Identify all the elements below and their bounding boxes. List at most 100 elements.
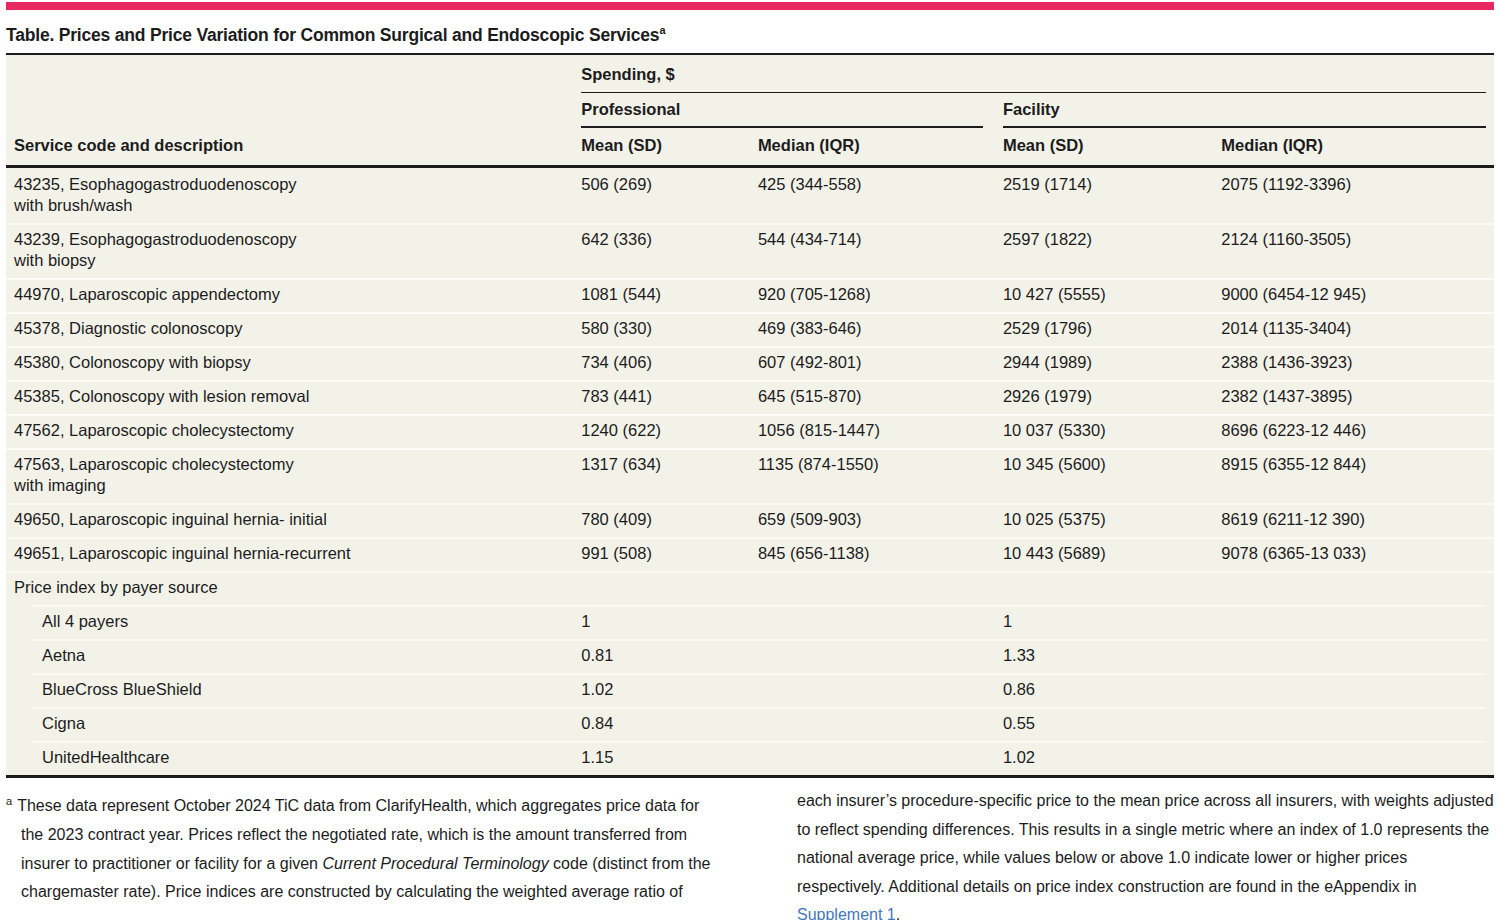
professional-price-index: 1 [581,605,758,639]
accent-bar [6,2,1494,10]
table-title-text: Table. Prices and Price Variation for Co… [6,25,659,45]
facility-median-iqr: 9078 (6365-13 033) [1221,537,1494,571]
payer-name: BlueCross BlueShield [6,673,581,707]
service-description: 49651, Laparoscopic inguinal hernia-recu… [6,537,581,571]
professional-median-iqr: 659 (509-903) [758,503,1003,537]
table-row: 47563, Laparoscopic cholecystectomy with… [6,448,1494,503]
payer-row: All 4 payers 1 1 [6,605,1494,639]
facility-mean-sd: 10 037 (5330) [1003,414,1221,448]
professional-median-iqr: 607 (492-801) [758,346,1003,380]
payer-name: All 4 payers [6,605,581,639]
facility-mean-sd: 2597 (1822) [1003,223,1221,278]
service-description: 45380, Colonoscopy with biopsy [6,346,581,380]
service-description: 43239, Esophagogastroduodenoscopy with b… [6,223,581,278]
facility-median-iqr: 8619 (6211-12 390) [1221,503,1494,537]
professional-mean-sd: 780 (409) [581,503,758,537]
professional-median-iqr: 920 (705-1268) [758,278,1003,312]
facility-price-index: 0.55 [1003,707,1221,741]
facility-median-iqr: 2388 (1436-3923) [1221,346,1494,380]
service-description: 45378, Diagnostic colonoscopy [6,312,581,346]
facility-mean-sd: 2926 (1979) [1003,380,1221,414]
price-index-section-label: Price index by payer source [6,571,1494,605]
professional-price-index: 0.84 [581,707,758,741]
title-footnote-marker: a [659,24,665,36]
price-index-section-row: Price index by payer source [6,571,1494,605]
professional-price-index: 0.81 [581,639,758,673]
table-bottom-rule [6,775,1494,778]
table-row: 43239, Esophagogastroduodenoscopy with b… [6,223,1494,278]
payer-name: Aetna [6,639,581,673]
facility-mean-sd: 10 025 (5375) [1003,503,1221,537]
spending-group-header: Spending, $ [581,55,1486,93]
facility-median-iqr: 8696 (6223-12 446) [1221,414,1494,448]
service-rows: 43235, Esophagogastroduodenoscopy with b… [6,168,1494,571]
table-row: 47562, Laparoscopic cholecystectomy 1240… [6,414,1494,448]
payer-name: Cigna [6,707,581,741]
facility-price-index: 1.02 [1003,741,1221,775]
table-row: 49650, Laparoscopic inguinal hernia- ini… [6,503,1494,537]
professional-median-iqr: 1135 (874-1550) [758,448,1003,503]
professional-median-iqr: 544 (434-714) [758,223,1003,278]
professional-mean-sd: 642 (336) [581,223,758,278]
professional-mean-sd: 580 (330) [581,312,758,346]
facility-mean-sd: 10 443 (5689) [1003,537,1221,571]
professional-price-index: 1.02 [581,673,758,707]
footnote-section: aThese data represent October 2024 TiC d… [6,787,1494,920]
service-description: 49650, Laparoscopic inguinal hernia- ini… [6,503,581,537]
payer-row: Cigna 0.84 0.55 [6,707,1494,741]
professional-mean-sd: 991 (508) [581,537,758,571]
table-row: 49651, Laparoscopic inguinal hernia-recu… [6,537,1494,571]
header-spacer [6,55,581,93]
table-body: 43235, Esophagogastroduodenoscopy with b… [6,168,1494,775]
professional-price-index: 1.15 [581,741,758,775]
professional-mean-sd: 1081 (544) [581,278,758,312]
professional-median-iqr: 645 (515-870) [758,380,1003,414]
facility-mean-sd: 10 427 (5555) [1003,278,1221,312]
facility-price-index: 0.86 [1003,673,1221,707]
facility-median-iqr: 9000 (6454-12 945) [1221,278,1494,312]
data-table: Spending, $ Professional Facility Servic… [6,55,1494,778]
professional-mean-sd: 1240 (622) [581,414,758,448]
supplement-1-link[interactable]: Supplement 1 [797,906,896,920]
facility-mean-sd: 2519 (1714) [1003,168,1221,223]
professional-mean-sd: 1317 (634) [581,448,758,503]
table-row: 43235, Esophagogastroduodenoscopy with b… [6,168,1494,223]
professional-group-header: Professional [581,93,983,128]
professional-median-iqr: 1056 (815-1447) [758,414,1003,448]
service-description: 45385, Colonoscopy with lesion removal [6,380,581,414]
service-description: 47562, Laparoscopic cholecystectomy [6,414,581,448]
header-spacer [6,93,581,128]
payer-name: UnitedHealthcare [6,741,581,775]
professional-mean-sd: 734 (406) [581,346,758,380]
column-header-fac-mean: Mean (SD) [1003,128,1221,165]
footnote-italic-term: Current Procedural Terminology [322,855,548,872]
service-description: 47563, Laparoscopic cholecystectomy with… [6,448,581,503]
column-header-fac-median: Median (IQR) [1221,128,1494,165]
facility-median-iqr: 2075 (1192-3396) [1221,168,1494,223]
journal-table-figure: Table. Prices and Price Variation for Co… [0,0,1500,920]
footnote-text-3: . [896,906,900,920]
facility-mean-sd: 2944 (1989) [1003,346,1221,380]
facility-price-index: 1.33 [1003,639,1221,673]
facility-price-index: 1 [1003,605,1221,639]
payer-row: BlueCross BlueShield 1.02 0.86 [6,673,1494,707]
table-row: 45378, Diagnostic colonoscopy 580 (330) … [6,312,1494,346]
professional-median-iqr: 469 (383-646) [758,312,1003,346]
column-header-service: Service code and description [6,128,581,165]
facility-median-iqr: 2124 (1160-3505) [1221,223,1494,278]
service-description: 44970, Laparoscopic appendectomy [6,278,581,312]
professional-median-iqr: 425 (344-558) [758,168,1003,223]
facility-median-iqr: 2382 (1437-3895) [1221,380,1494,414]
facility-mean-sd: 10 345 (5600) [1003,448,1221,503]
footnote-marker: a [6,795,12,807]
table-row: 45380, Colonoscopy with biopsy 734 (406)… [6,346,1494,380]
table-title: Table. Prices and Price Variation for Co… [6,19,1494,46]
table-row: 45385, Colonoscopy with lesion removal 7… [6,380,1494,414]
facility-mean-sd: 2529 (1796) [1003,312,1221,346]
table-header: Spending, $ Professional Facility Servic… [6,55,1494,165]
column-header-prof-median: Median (IQR) [758,128,1003,165]
column-header-prof-mean: Mean (SD) [581,128,758,165]
payer-row: UnitedHealthcare 1.15 1.02 [6,741,1494,775]
facility-group-header: Facility [1003,93,1486,128]
professional-mean-sd: 506 (269) [581,168,758,223]
